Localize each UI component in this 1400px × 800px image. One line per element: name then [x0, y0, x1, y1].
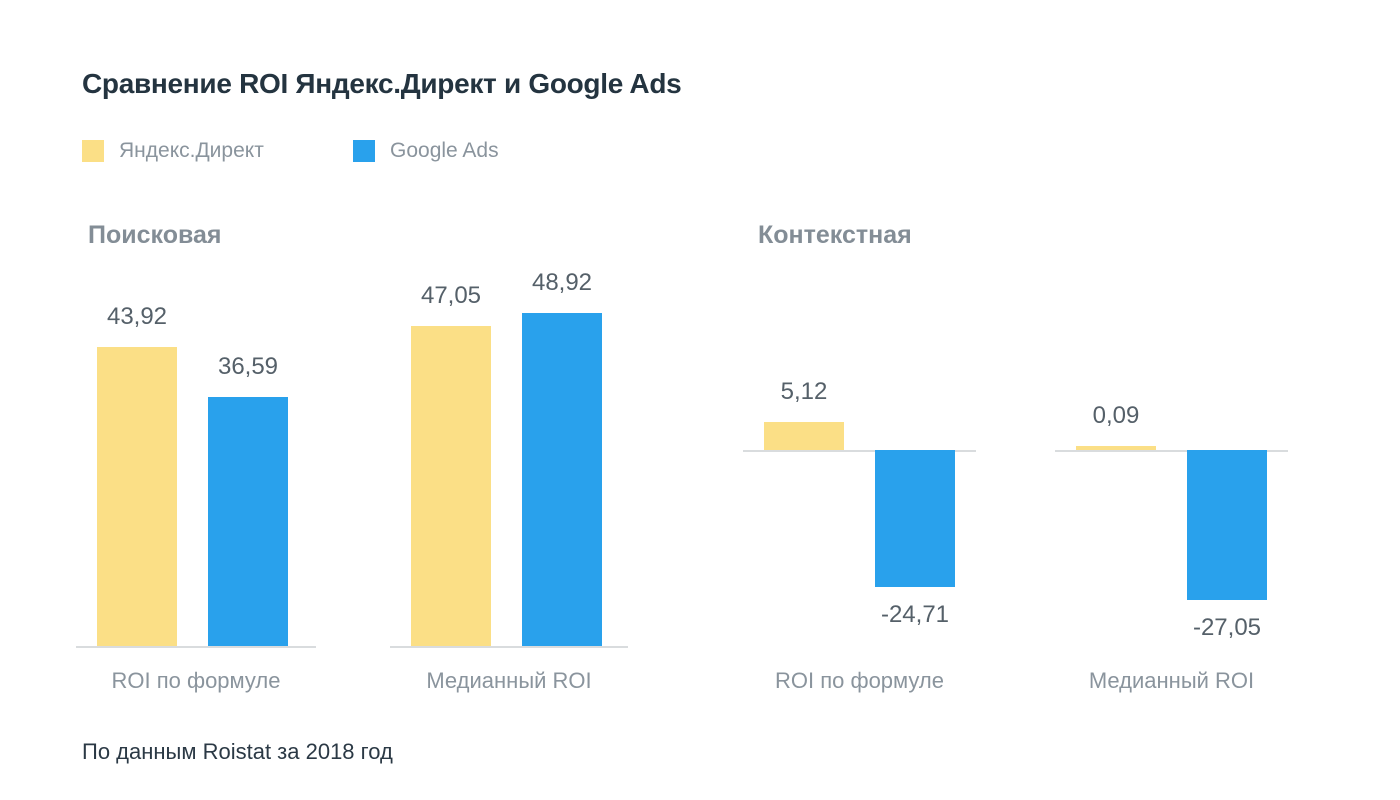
- legend: Яндекс.Директ Google Ads: [0, 139, 1400, 163]
- legend-item-google-ads: Google Ads: [353, 139, 499, 163]
- bar-google-ads: [208, 397, 288, 646]
- yandex-direct-swatch-icon: [82, 140, 104, 162]
- value-label-google-ads: -24,71: [880, 601, 950, 628]
- value-label-google-ads: -27,05: [1192, 614, 1262, 641]
- page-title: Сравнение ROI Яндекс.Директ и Google Ads: [82, 68, 682, 99]
- value-label-yandex-direct: 5,12: [780, 378, 828, 405]
- bar-yandex-direct: [764, 422, 844, 450]
- google-ads-swatch-icon: [353, 140, 375, 162]
- source-note: По данным Roistat за 2018 год: [82, 739, 393, 764]
- bar-chart-Контекстная-ROI по формуле: 5,12 -24,71 ROI по формуле: [743, 260, 976, 720]
- bar-yandex-direct: [1076, 446, 1156, 450]
- bar-chart-Поисковая-Медианный ROI: 47,05 48,92 Медианный ROI: [390, 260, 628, 720]
- bar-yandex-direct: [411, 326, 491, 646]
- legend-item-yandex-direct: Яндекс.Директ: [82, 139, 264, 163]
- bar-chart-Контекстная-Медианный ROI: 0,09 -27,05 Медианный ROI: [1055, 260, 1288, 720]
- axis-baseline: [1055, 450, 1288, 452]
- bar-yandex-direct: [97, 347, 177, 646]
- value-label-yandex-direct: 0,09: [1092, 402, 1140, 429]
- category-label: Медианный ROI: [1088, 668, 1255, 693]
- axis-baseline: [76, 646, 316, 648]
- group-title-search: Поисковая: [88, 221, 222, 249]
- bar-google-ads: [522, 313, 602, 646]
- group-title-contextual: Контекстная: [758, 221, 912, 249]
- bar-google-ads: [875, 450, 955, 587]
- category-label: ROI по формуле: [774, 668, 945, 693]
- category-label: Медианный ROI: [426, 668, 592, 693]
- axis-baseline: [390, 646, 628, 648]
- value-label-yandex-direct: 43,92: [106, 303, 168, 330]
- legend-label-google-ads: Google Ads: [390, 139, 499, 162]
- value-label-yandex-direct: 47,05: [420, 282, 482, 309]
- legend-label-yandex-direct: Яндекс.Директ: [119, 139, 264, 162]
- value-label-google-ads: 48,92: [531, 269, 593, 296]
- axis-baseline: [743, 450, 976, 452]
- category-label: ROI по формуле: [111, 668, 281, 693]
- value-label-google-ads: 36,59: [217, 353, 279, 380]
- bar-chart-Поисковая-ROI по формуле: 43,92 36,59 ROI по формуле: [76, 260, 316, 720]
- bar-google-ads: [1187, 450, 1267, 600]
